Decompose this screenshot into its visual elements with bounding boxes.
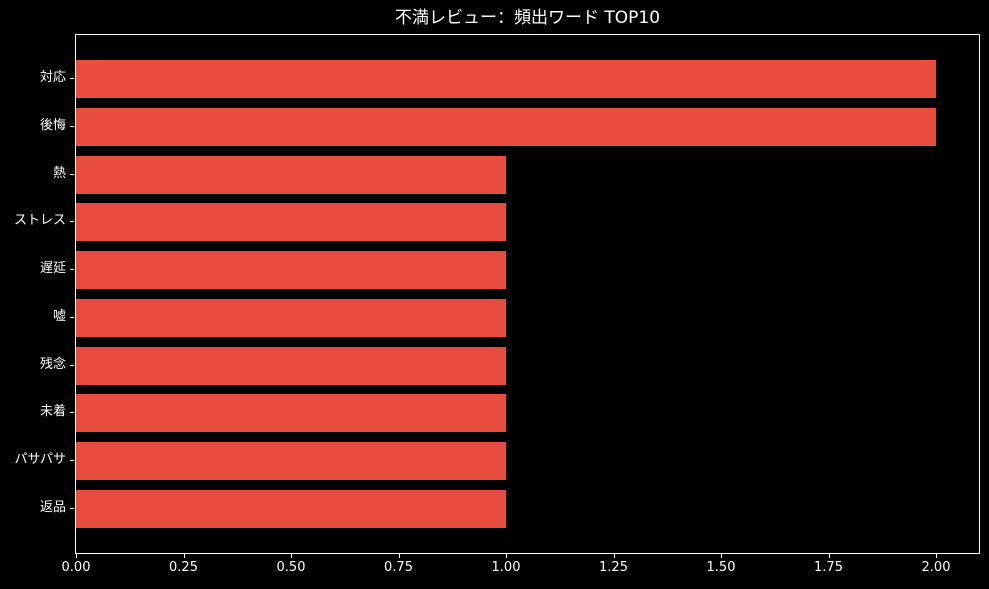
bar-10 xyxy=(76,490,506,528)
y-tick-label-6: 嘘 xyxy=(52,308,66,324)
bar-4 xyxy=(76,203,506,242)
bar-3 xyxy=(76,155,506,194)
y-tick-mark xyxy=(70,364,74,366)
y-tick-mark xyxy=(70,412,74,414)
bar-7 xyxy=(76,346,506,385)
x-tick-mark xyxy=(721,554,722,558)
chart-title: 不満レビュー：頻出ワード TOP10 xyxy=(394,8,661,28)
x-tick-label-8: 1.75 xyxy=(814,560,843,575)
x-tick-label-1: 0.00 xyxy=(61,560,91,575)
x-tick-label-9: 2.00 xyxy=(921,560,951,575)
bar-8 xyxy=(76,394,506,433)
y-tick-label-9: パサパサ xyxy=(14,452,66,468)
x-tick-label-5: 1.00 xyxy=(491,560,521,575)
y-tick-mark xyxy=(70,173,74,175)
x-tick-label-3: 0.50 xyxy=(276,560,306,575)
y-tick-label-2: 後悔 xyxy=(39,117,66,133)
bar-6 xyxy=(76,298,506,337)
x-tick-mark xyxy=(613,554,615,558)
y-tick-label-10: 返品 xyxy=(39,500,66,515)
x-tick-label-2: 0.25 xyxy=(169,560,198,575)
x-tick-label-4: 0.75 xyxy=(384,560,413,575)
x-tick-mark xyxy=(828,554,830,558)
y-tick-label-7: 残念 xyxy=(39,356,66,372)
y-tick-mark xyxy=(70,78,74,79)
x-tick-mark xyxy=(183,554,185,558)
x-tick-label-6: 1.25 xyxy=(599,560,628,575)
bar-2 xyxy=(76,107,936,146)
y-tick-label-5: 遅延 xyxy=(39,261,66,277)
x-tick-mark xyxy=(291,554,292,558)
y-tick-mark xyxy=(70,221,74,223)
bar-1 xyxy=(76,60,936,98)
y-tick-mark xyxy=(70,269,74,271)
y-tick-mark xyxy=(70,125,74,127)
y-tick-mark xyxy=(70,316,74,318)
bar-5 xyxy=(76,251,506,290)
y-tick-label-8: 未着 xyxy=(39,404,66,420)
x-tick-mark xyxy=(936,554,937,558)
x-tick-mark xyxy=(398,554,400,558)
y-tick-label-3: 熱 xyxy=(52,165,66,181)
bar-9 xyxy=(76,442,506,481)
x-tick-mark xyxy=(76,554,77,558)
x-tick-label-7: 1.50 xyxy=(706,560,736,575)
y-tick-label-4: ストレス xyxy=(13,213,66,229)
y-tick-label-1: 対応 xyxy=(39,70,66,85)
y-tick-mark xyxy=(70,508,74,509)
plot-area xyxy=(75,34,980,554)
y-tick-mark xyxy=(70,460,74,462)
x-tick-mark xyxy=(506,554,507,558)
